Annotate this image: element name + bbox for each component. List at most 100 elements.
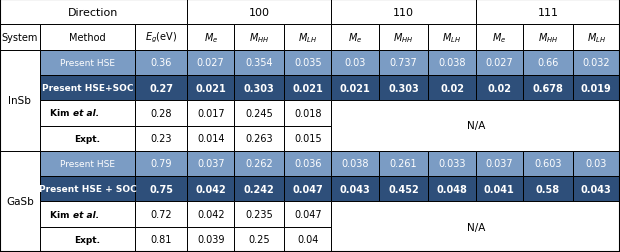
Bar (284, 176, 331, 202)
Bar (234, 76, 284, 101)
Bar (284, 151, 331, 176)
Bar (0, 50, 40, 151)
Text: $M_{HH}$: $M_{HH}$ (393, 31, 414, 45)
Bar (40, 76, 135, 101)
Text: 0.04: 0.04 (297, 234, 319, 244)
Text: et al.: et al. (73, 109, 99, 118)
Text: 0.303: 0.303 (244, 83, 275, 93)
Text: 0.032: 0.032 (583, 58, 610, 68)
Bar (135, 76, 187, 101)
Text: 0.02: 0.02 (440, 83, 464, 93)
Bar (331, 0, 476, 25)
Text: Present HSE: Present HSE (60, 58, 115, 68)
Bar (379, 151, 428, 176)
Bar (187, 25, 234, 50)
Text: 0.737: 0.737 (389, 58, 417, 68)
Text: Expt.: Expt. (74, 134, 100, 143)
Bar (476, 25, 523, 50)
Bar (187, 227, 234, 252)
Bar (476, 151, 523, 176)
Bar (476, 50, 523, 76)
Text: 0.038: 0.038 (341, 159, 369, 169)
Text: Present HSE+SOC: Present HSE+SOC (42, 84, 133, 93)
Bar (135, 50, 187, 76)
Text: 0.048: 0.048 (436, 184, 467, 194)
Bar (379, 50, 428, 76)
Text: 0.354: 0.354 (246, 58, 273, 68)
Text: 0.038: 0.038 (438, 58, 466, 68)
Text: 0.042: 0.042 (197, 209, 224, 219)
Text: 0.027: 0.027 (485, 58, 513, 68)
Text: 0.75: 0.75 (149, 184, 173, 194)
Text: 0.03: 0.03 (344, 58, 366, 68)
Bar (135, 25, 187, 50)
Text: Kim: Kim (50, 210, 73, 219)
Text: 100: 100 (249, 8, 270, 18)
Text: 0.36: 0.36 (151, 58, 172, 68)
Bar (187, 50, 234, 76)
Bar (40, 25, 135, 50)
Text: 0.263: 0.263 (246, 134, 273, 144)
Text: 0.027: 0.027 (197, 58, 224, 68)
Bar (40, 101, 135, 126)
Text: 110: 110 (393, 8, 414, 18)
Text: 0.262: 0.262 (246, 159, 273, 169)
Bar (284, 202, 331, 227)
Bar (428, 151, 476, 176)
Text: $M_e$: $M_e$ (348, 31, 362, 45)
Bar (331, 202, 620, 252)
Text: 0.021: 0.021 (340, 83, 370, 93)
Bar (331, 76, 379, 101)
Bar (331, 176, 379, 202)
Text: 0.037: 0.037 (197, 159, 224, 169)
Bar (331, 151, 379, 176)
Bar (40, 151, 135, 176)
Text: $M_{LH}$: $M_{LH}$ (587, 31, 606, 45)
Text: 0.041: 0.041 (484, 184, 515, 194)
Text: 0.678: 0.678 (533, 83, 564, 93)
Bar (379, 176, 428, 202)
Text: 0.245: 0.245 (246, 108, 273, 118)
Bar (187, 101, 234, 126)
Text: $E_g$(eV): $E_g$(eV) (145, 31, 177, 45)
Text: 0.79: 0.79 (151, 159, 172, 169)
Text: InSb: InSb (9, 96, 31, 106)
Text: 0.021: 0.021 (195, 83, 226, 93)
Bar (523, 50, 573, 76)
Text: 0.58: 0.58 (536, 184, 560, 194)
Text: 0.02: 0.02 (487, 83, 511, 93)
Bar (40, 126, 135, 151)
Text: $M_e$: $M_e$ (203, 31, 218, 45)
Text: GaSb: GaSb (6, 197, 33, 207)
Bar (379, 76, 428, 101)
Bar (135, 151, 187, 176)
Bar (331, 25, 379, 50)
Text: 0.235: 0.235 (246, 209, 273, 219)
Text: 0.047: 0.047 (293, 184, 323, 194)
Text: 0.033: 0.033 (438, 159, 466, 169)
Bar (0, 151, 40, 252)
Text: 0.039: 0.039 (197, 234, 224, 244)
Bar (234, 50, 284, 76)
Text: 0.017: 0.017 (197, 108, 224, 118)
Bar (40, 50, 135, 76)
Text: 0.042: 0.042 (195, 184, 226, 194)
Bar (331, 50, 379, 76)
Text: 111: 111 (538, 8, 559, 18)
Bar (187, 126, 234, 151)
Text: $M_{LH}$: $M_{LH}$ (443, 31, 461, 45)
Text: 0.018: 0.018 (294, 108, 321, 118)
Text: 0.27: 0.27 (149, 83, 173, 93)
Bar (40, 176, 135, 202)
Text: 0.015: 0.015 (294, 134, 322, 144)
Text: N/A: N/A (466, 121, 485, 131)
Text: System: System (2, 33, 38, 43)
Bar (523, 25, 573, 50)
Text: $M_e$: $M_e$ (492, 31, 507, 45)
Bar (284, 101, 331, 126)
Bar (234, 202, 284, 227)
Bar (135, 101, 187, 126)
Bar (379, 25, 428, 50)
Bar (476, 0, 620, 25)
Text: $M_{LH}$: $M_{LH}$ (298, 31, 317, 45)
